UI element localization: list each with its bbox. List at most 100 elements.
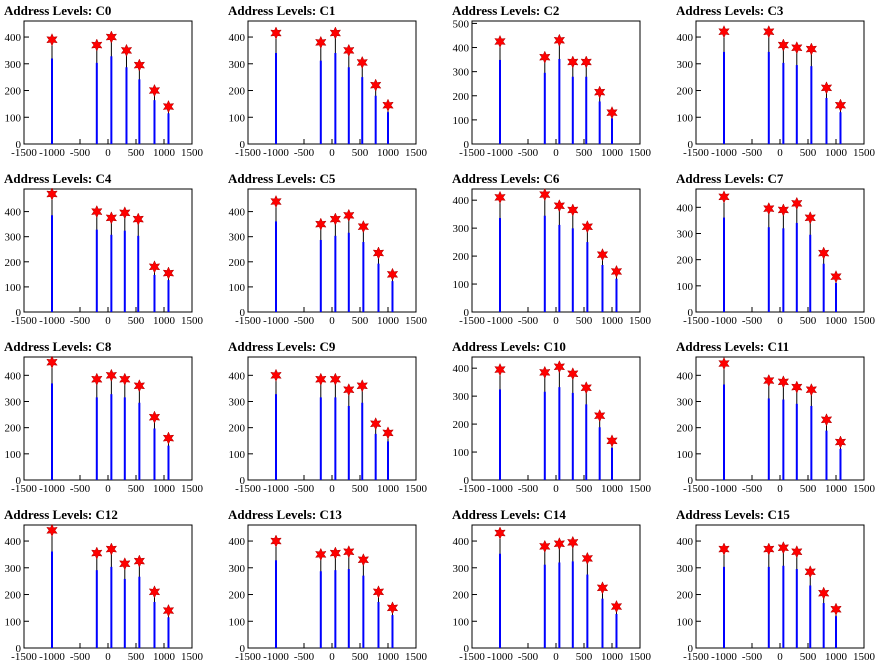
bar	[362, 242, 365, 312]
peak-marker	[567, 203, 579, 217]
peak-marker	[553, 33, 566, 47]
bar	[558, 562, 561, 648]
peak-marker	[804, 565, 816, 579]
x-tick-label: 1500	[405, 651, 428, 663]
peak-marker	[805, 383, 818, 397]
x-tick-label: -500	[294, 315, 315, 327]
peak-marker	[148, 260, 161, 274]
y-tick-label: 200	[677, 86, 694, 98]
bar	[611, 118, 613, 144]
peak-marker	[46, 523, 58, 537]
chart-panel-4: Address Levels: C4 0 100 200 300 400 -1500 -100…	[4, 171, 204, 327]
bar	[835, 283, 837, 312]
y-tick-label: 400	[677, 32, 694, 44]
peak-marker	[763, 373, 775, 388]
chart-panel-12: Address Levels: C12 0 100 200 300 400 -1500 -10…	[4, 507, 204, 663]
bar	[138, 79, 141, 144]
peak-marker	[830, 270, 842, 284]
x-tick-label: -1000	[263, 651, 289, 663]
x-tick-label: 1500	[181, 315, 204, 327]
peak-marker	[763, 202, 775, 216]
bar	[585, 404, 588, 480]
peak-marker	[791, 380, 803, 394]
peak-marker	[369, 78, 382, 92]
peak-marker	[539, 50, 551, 64]
x-tick-label: -500	[742, 483, 763, 495]
peak-marker	[91, 204, 103, 219]
bar	[615, 278, 618, 312]
x-tick-label: 0	[777, 147, 783, 159]
peak-marker	[817, 586, 830, 600]
bar	[611, 447, 613, 480]
peak-marker	[105, 30, 118, 44]
x-tick-label: 1500	[853, 315, 876, 327]
x-tick-label: 1000	[825, 651, 848, 663]
x-tick-label: 500	[352, 483, 369, 495]
plot-frame	[247, 20, 417, 145]
peak-marker	[606, 106, 618, 120]
bar	[543, 391, 546, 480]
peak-marker	[382, 98, 394, 112]
peak-marker	[804, 211, 816, 225]
chart-title: Address Levels: C14	[452, 507, 566, 522]
peak-marker	[315, 372, 327, 386]
chart-panel-0: Address Levels: C0 0 100 200 300 400 -1500 -100…	[4, 3, 204, 159]
x-tick-label: -1000	[39, 483, 65, 495]
peak-marker	[593, 409, 606, 423]
y-tick-label: 100	[677, 616, 694, 628]
x-tick-label: 500	[128, 483, 145, 495]
x-tick-label: 1500	[181, 651, 204, 663]
y-tick-label: 0	[240, 475, 246, 487]
peak-marker	[119, 372, 131, 386]
x-tick-label: 500	[128, 315, 145, 327]
x-tick-label: -1000	[711, 483, 737, 495]
x-tick-label: -1500	[459, 651, 485, 663]
y-tick-label: 0	[688, 643, 694, 655]
x-tick-label: -1500	[235, 483, 261, 495]
bar	[723, 217, 725, 312]
bar	[51, 58, 53, 144]
bar	[110, 394, 113, 480]
x-tick-label: 0	[553, 651, 559, 663]
bar	[822, 603, 825, 648]
chart-title: Address Levels: C8	[4, 339, 112, 354]
peak-marker	[105, 368, 118, 382]
x-tick-label: 1500	[629, 483, 652, 495]
chart-panel-1: Address Levels: C1 0 100 200 300 400 -1500 -100…	[228, 3, 428, 159]
y-tick-label: 300	[229, 59, 246, 71]
y-tick-label: 300	[229, 232, 246, 244]
y-tick-label: 400	[677, 202, 694, 214]
bar	[571, 392, 574, 480]
chart-title: Address Levels: C7	[676, 171, 784, 186]
y-tick-label: 300	[229, 563, 246, 575]
y-tick-label: 300	[677, 563, 694, 575]
x-tick-label: 1500	[629, 315, 652, 327]
x-tick-label: -1000	[711, 147, 737, 159]
bar	[810, 405, 813, 480]
bar	[782, 228, 785, 312]
chart-panel-5: Address Levels: C5 0 100 200 300 400 -1500 -100…	[228, 171, 428, 327]
peak-marker	[91, 372, 103, 386]
peak-marker	[830, 602, 842, 616]
bar	[601, 598, 604, 648]
peak-marker	[119, 206, 131, 220]
bar	[374, 433, 377, 480]
y-tick-label: 100	[229, 282, 246, 294]
y-tick-label: 100	[453, 115, 470, 127]
bar	[809, 234, 812, 312]
y-tick-label: 300	[5, 396, 22, 408]
peak-marker	[357, 553, 370, 567]
chart-panel-10: Address Levels: C10 0 100 200 300 400 -1500 -10…	[452, 339, 652, 495]
bar	[782, 62, 785, 145]
x-tick-label: 0	[329, 483, 335, 495]
peak-marker	[162, 99, 175, 114]
bar	[839, 112, 842, 144]
x-tick-label: -500	[294, 483, 315, 495]
y-tick-label: 0	[464, 139, 470, 151]
bar	[543, 564, 546, 648]
peak-marker	[567, 535, 579, 549]
bar	[499, 218, 501, 312]
y-tick-label: 400	[5, 370, 22, 382]
y-tick-label: 100	[677, 449, 694, 461]
bar	[782, 565, 785, 648]
